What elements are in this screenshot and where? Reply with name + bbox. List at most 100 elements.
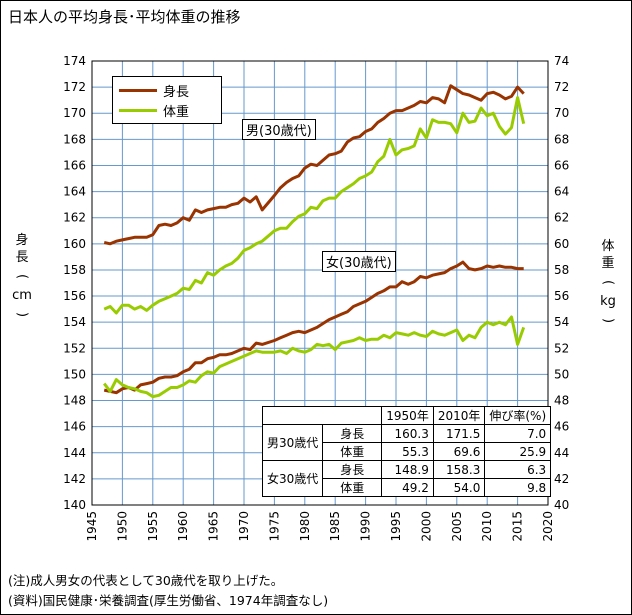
table-group-label: 女30歳代 [261, 460, 324, 497]
x-tick-label: 2015 [511, 511, 525, 542]
y-right-char: 体 [601, 239, 615, 254]
chart-plot: 1945 1950 1955 1960 1965 1970 1975 1980 1985 1990… [63, 54, 569, 542]
y-right-char: kg [600, 294, 616, 309]
y-left-tick-label: 174 [63, 54, 86, 68]
x-tick-label: 1965 [207, 511, 221, 542]
y-right-tick-label: 70 [554, 106, 569, 120]
table-cell: 55.3 [381, 442, 434, 461]
y-left-tick-label: 154 [63, 315, 86, 329]
legend: 身長 体重 [112, 76, 222, 124]
table-cell: 160.3 [381, 424, 434, 443]
y-left-char: ) [14, 311, 30, 318]
table-cell: 171.5 [432, 424, 486, 443]
y-right-tick-label: 66 [554, 158, 569, 172]
x-tick-label: 1960 [176, 511, 190, 542]
y-left-tick-label: 148 [63, 394, 86, 408]
x-tick-label: 2005 [450, 511, 464, 542]
table-cell: 6.3 [484, 460, 552, 479]
table-cell: 49.2 [381, 478, 434, 497]
table-header: 1950年 [381, 406, 434, 425]
male-series-label: 男(30歳代) [242, 119, 316, 140]
x-tick-label: 1945 [85, 511, 99, 542]
legend-item-height: 身長 [119, 81, 190, 100]
table-cell: 69.6 [432, 442, 486, 461]
y-left-tick-label: 164 [63, 185, 86, 199]
y-left-char: 長 [15, 250, 29, 265]
y-left-tick-label: 144 [63, 446, 86, 460]
table-row-label: 体重 [322, 478, 383, 497]
table-cell: 54.0 [432, 478, 486, 497]
table-row: 体重 55.3 69.6 25.9 [263, 442, 552, 461]
y-right-tick-label: 64 [554, 185, 569, 199]
y-right-tick-label: 60 [554, 237, 569, 251]
x-tick-label: 1990 [359, 511, 373, 542]
y-right-tick-label: 72 [554, 80, 569, 94]
y-left-tick-label: 170 [63, 106, 86, 120]
y-right-tick-label: 62 [554, 211, 569, 225]
y-right-tick-label: 42 [554, 472, 569, 486]
table-row: 体重 49.2 54.0 9.8 [263, 478, 552, 497]
y-left-tick-label: 152 [63, 341, 86, 355]
y-left-char: ( [14, 273, 30, 280]
chart-title: 日本人の平均身長･平均体重の推移 [8, 8, 241, 26]
y-right-char: ( [600, 279, 616, 286]
series-line [103, 260, 524, 395]
y-right-char: 重 [601, 256, 615, 271]
y-axis-left-label: 身 長 ( cm ) [12, 232, 32, 325]
table-row: 女30歳代 身長 148.9 158.3 6.3 [261, 460, 552, 497]
series-line [103, 96, 526, 315]
female-series-label: 女(30歳代) [322, 251, 396, 272]
legend-swatch-weight [119, 108, 157, 112]
y-left-char: cm [12, 288, 32, 303]
table-row-label: 体重 [322, 442, 383, 461]
x-tick-label: 1980 [298, 511, 312, 542]
y-right-tick-label: 54 [554, 315, 569, 329]
y-left-tick-label: 172 [63, 80, 86, 94]
series-line [103, 315, 526, 399]
y-left-tick-label: 146 [63, 420, 86, 434]
x-tick-label: 2020 [541, 511, 555, 542]
y-left-tick-label: 158 [63, 263, 86, 277]
table-cell: 25.9 [484, 442, 552, 461]
table-header: 2010年 [432, 406, 486, 425]
y-left-tick-label: 140 [63, 498, 86, 512]
x-tick-label: 1995 [389, 511, 403, 542]
note-line-2: (資料)国民健康･栄養調査(厚生労働省、1974年調査なし) [8, 593, 329, 608]
legend-swatch-height [119, 88, 157, 92]
y-left-tick-label: 160 [63, 237, 86, 251]
y-right-tick-label: 52 [554, 341, 569, 355]
table-header: 伸び率(%) [484, 406, 552, 425]
table-header-row: 1950年 2010年 伸び率(%) [261, 406, 552, 425]
y-left-tick-label: 166 [63, 158, 86, 172]
y-right-tick-label: 50 [554, 367, 569, 381]
table-cell: 7.0 [484, 424, 552, 443]
table-cell: 9.8 [484, 478, 552, 497]
y-right-tick-label: 74 [554, 54, 569, 68]
x-tick-label: 1975 [267, 511, 281, 542]
table-cell: 158.3 [432, 460, 486, 479]
x-tick-label: 1950 [115, 511, 129, 542]
y-left-tick-label: 142 [63, 472, 86, 486]
y-right-tick-label: 56 [554, 289, 569, 303]
y-left-char: 身 [15, 233, 29, 248]
x-tick-label: 2000 [419, 511, 433, 542]
table-cell: 148.9 [381, 460, 434, 479]
x-tick-label: 1970 [237, 511, 251, 542]
y-right-tick-label: 58 [554, 263, 569, 277]
x-tick-label: 1985 [328, 511, 342, 542]
y-right-tick-label: 44 [554, 446, 569, 460]
y-left-tick-label: 150 [63, 367, 86, 381]
table-group-label: 男30歳代 [261, 424, 324, 461]
series-line [103, 84, 525, 246]
table-corner-cell [261, 406, 383, 425]
y-right-tick-label: 48 [554, 394, 569, 408]
legend-label-height: 身長 [163, 84, 190, 100]
table-row-label: 身長 [322, 460, 383, 479]
plot-border [91, 60, 549, 506]
y-right-tick-label: 40 [554, 498, 569, 512]
legend-item-weight: 体重 [119, 101, 189, 120]
table-row-label: 身長 [322, 424, 383, 443]
x-tick-label: 1955 [146, 511, 160, 542]
y-left-tick-label: 156 [63, 289, 86, 303]
y-left-tick-label: 168 [63, 132, 86, 146]
